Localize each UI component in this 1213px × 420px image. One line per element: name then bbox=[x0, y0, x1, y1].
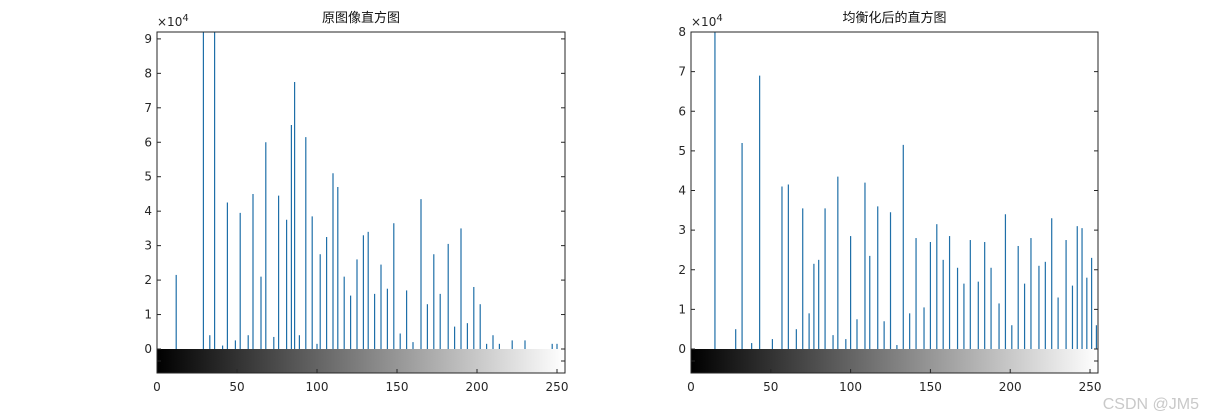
chart-title: 均衡化后的直方图 bbox=[842, 10, 946, 26]
y-tick-label: 5 bbox=[144, 170, 152, 184]
y-exponent-label: ×104 bbox=[157, 13, 189, 29]
y-tick-label: 5 bbox=[678, 144, 686, 158]
original-histogram-chart: 0 1 2 3 4 5 6 7 8 9 0 50 100 150 200 250 ×104 原图像直方图 bbox=[144, 10, 568, 394]
x-tick-label: 100 bbox=[839, 380, 862, 394]
x-tick-label: 150 bbox=[386, 380, 409, 394]
y-tick-label: 6 bbox=[678, 104, 686, 118]
y-tick-label: 8 bbox=[678, 25, 686, 39]
x-tick-label: 50 bbox=[763, 380, 778, 394]
y-tick-label: 1 bbox=[678, 302, 686, 316]
plot-frame bbox=[156, 31, 566, 374]
x-tick-label: 0 bbox=[687, 380, 695, 394]
y-tick-label: 6 bbox=[144, 135, 152, 149]
x-tick-label: 0 bbox=[153, 380, 161, 394]
y-tick-label: 3 bbox=[678, 223, 686, 237]
y-exponent-label: ×104 bbox=[691, 13, 723, 29]
plot-area bbox=[691, 32, 1098, 373]
y-tick-label: 4 bbox=[144, 204, 152, 218]
plot-area bbox=[157, 32, 565, 373]
x-tick-label: 250 bbox=[1079, 380, 1102, 394]
y-tick-label: 4 bbox=[678, 184, 686, 198]
y-tick-label: 2 bbox=[678, 263, 686, 277]
y-tick-label: 3 bbox=[144, 239, 152, 253]
watermark-text: CSDN @JM5 bbox=[1102, 396, 1199, 413]
plot-frame bbox=[690, 31, 1099, 374]
x-tick-label: 250 bbox=[546, 380, 569, 394]
colorbar-strip bbox=[691, 349, 1098, 373]
y-tick-label: 8 bbox=[144, 66, 152, 80]
x-tick-label: 200 bbox=[999, 380, 1022, 394]
x-tick-label: 150 bbox=[919, 380, 942, 394]
y-tick-label: 7 bbox=[678, 65, 686, 79]
colorbar-strip bbox=[157, 349, 565, 373]
y-tick-label: 2 bbox=[144, 273, 152, 287]
chart-title: 原图像直方图 bbox=[322, 10, 400, 26]
y-tick-label: 1 bbox=[144, 308, 152, 322]
y-tick-label: 7 bbox=[144, 101, 152, 115]
y-tick-label: 9 bbox=[144, 32, 152, 46]
x-tick-label: 100 bbox=[306, 380, 329, 394]
x-tick-label: 50 bbox=[229, 380, 244, 394]
y-tick-label: 0 bbox=[678, 342, 686, 356]
x-tick-label: 200 bbox=[466, 380, 489, 394]
equalized-histogram-chart: 0 1 2 3 4 5 6 7 8 0 50 100 150 200 250 ×104 均衡化后的直方图 bbox=[678, 10, 1101, 394]
y-tick-label: 0 bbox=[144, 342, 152, 356]
